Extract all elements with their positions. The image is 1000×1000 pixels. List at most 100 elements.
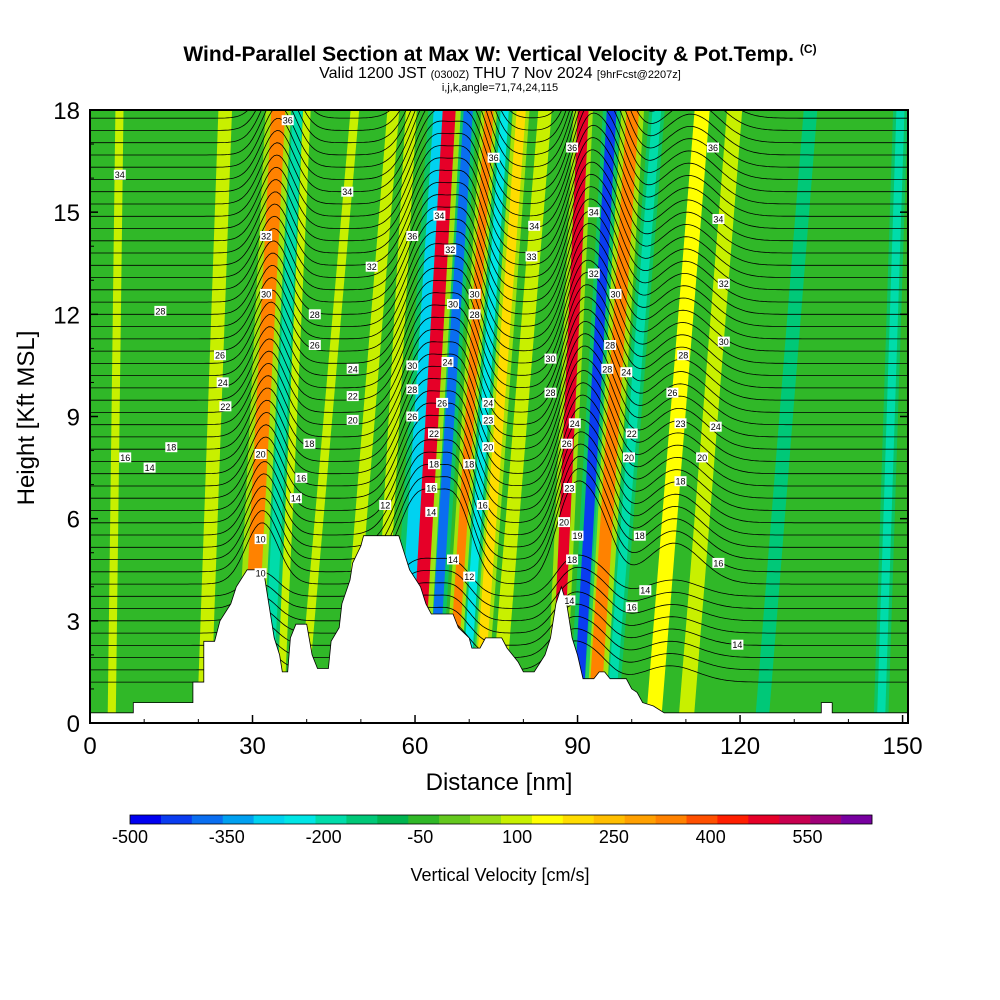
contour-label-bg-15	[165, 442, 178, 453]
contour-label-bg-69	[639, 585, 652, 596]
theta-contour-12	[90, 431, 908, 536]
contour-label-bg-80	[674, 476, 687, 487]
y-tick-label-3: 9	[67, 405, 80, 432]
y-tick-label-2: 6	[67, 507, 80, 534]
contour-label-bg-53	[587, 207, 600, 218]
contour-label-51: 28	[545, 388, 555, 398]
colorbar-swatch-22	[810, 815, 842, 824]
contour-label-bg-61	[563, 483, 576, 493]
w-band-9	[408, 110, 456, 723]
colorbar-tick-label-7: 550	[792, 827, 822, 847]
contour-label-bg-30	[468, 309, 481, 320]
contour-label-bg-41	[463, 571, 476, 582]
contour-label-bg-47	[487, 152, 500, 163]
w-band-15	[550, 110, 589, 723]
theta-contour-31	[90, 198, 908, 303]
contour-label-bg-78	[709, 421, 722, 432]
contour-label-68: 18	[635, 531, 645, 541]
contour-label-bg-34	[441, 357, 454, 367]
contour-label-bg-39	[425, 506, 438, 517]
theta-contour-28	[90, 235, 908, 340]
contour-label-bg-22	[379, 500, 392, 510]
colorbar-tick-label-4: 100	[502, 827, 532, 847]
contour-label-73: 32	[719, 279, 729, 289]
contour-label-bg-60	[560, 438, 573, 449]
contour-label-bg-37	[428, 459, 440, 470]
w-band-16	[572, 110, 617, 723]
colorbar-tick-label-5: 250	[599, 827, 629, 847]
theta-contour-43	[90, 110, 908, 156]
contour-label-bg-4	[260, 231, 273, 241]
theta-contour-33	[90, 173, 908, 278]
theta-contour-30	[90, 210, 908, 315]
contour-label-75: 28	[678, 351, 688, 361]
colorbar-swatch-21	[779, 815, 811, 824]
x-tick-label-5: 150	[883, 733, 923, 760]
contour-label-bg-77	[674, 418, 687, 429]
contour-label-23: 10	[256, 535, 266, 545]
contour-label-15: 18	[166, 443, 176, 453]
contour-label-bg-42	[463, 459, 476, 470]
w-band-5	[296, 110, 360, 723]
section-params: i,j,k,angle=71,74,24,115	[441, 82, 559, 94]
contour-label-16: 20	[256, 450, 266, 460]
colorbar-swatch-12	[501, 815, 533, 824]
contour-label-79: 20	[697, 453, 707, 463]
contour-label-50: 30	[545, 354, 555, 364]
contour-label-14: 20	[348, 415, 358, 425]
contour-label-60: 26	[562, 439, 572, 449]
theta-contour-21	[90, 320, 908, 426]
contour-label-bg-75	[677, 350, 690, 361]
contour-label-44: 20	[483, 443, 493, 453]
contour-label-bg-72	[712, 214, 725, 224]
contour-label-bg-59	[568, 418, 581, 429]
colorbar-swatch-19	[717, 815, 749, 824]
theta-contour-7	[90, 554, 908, 597]
colorbar-label: Vertical Velocity [cm/s]	[410, 865, 589, 885]
contour-label-bg-11	[346, 363, 359, 374]
contour-label-49: 33	[526, 252, 536, 262]
contour-label-bg-68	[633, 530, 646, 541]
copyright-mark: (C)	[799, 42, 817, 56]
contour-label-bg-52	[566, 142, 579, 153]
contour-label-bg-40	[447, 554, 459, 565]
contour-label-45: 23	[483, 415, 493, 425]
contour-label-bg-29	[468, 288, 481, 299]
contour-label-12: 22	[220, 402, 230, 412]
contour-label-bg-70	[625, 602, 638, 613]
contour-label-bg-32	[406, 384, 419, 395]
x-axis: 0 30 60 90 120 150	[83, 715, 923, 760]
contour-label-bg-43	[476, 500, 489, 510]
colorbar-swatch-4	[253, 815, 285, 824]
contour-label-41: 12	[464, 572, 474, 582]
contour-label-bg-16	[254, 449, 267, 459]
contour-label-bg-27	[444, 244, 457, 255]
contour-label-72: 34	[713, 215, 723, 225]
contour-label-bg-71	[707, 142, 719, 153]
contour-label-bg-38	[425, 483, 438, 493]
contour-label-61: 23	[564, 484, 574, 494]
w-band-20	[678, 110, 743, 723]
contour-label-bg-1	[281, 115, 294, 126]
contour-label-80: 18	[675, 477, 685, 487]
w-band-3	[261, 110, 303, 723]
contour-label-bg-74	[717, 336, 730, 347]
colorbar-swatch-23	[841, 815, 873, 824]
contour-label-bg-18	[119, 452, 132, 463]
w-band-14	[489, 110, 552, 723]
contour-label-9: 26	[215, 351, 225, 361]
contour-label-32: 28	[407, 385, 417, 395]
contour-label-52: 36	[567, 143, 577, 153]
colorbar-swatch-3	[222, 815, 254, 824]
contour-label-10: 24	[218, 378, 228, 388]
theta-contour-26	[90, 259, 908, 364]
contour-label-bg-17	[303, 438, 316, 449]
contour-label-bg-64	[566, 554, 579, 565]
colorbar-swatch-6	[315, 815, 347, 824]
theta-contour-19	[90, 345, 908, 450]
contour-label-bg-49	[525, 251, 538, 262]
colorbar-swatch-1	[160, 815, 193, 824]
contour-label-66: 22	[627, 429, 637, 439]
contour-label-35: 26	[437, 398, 447, 408]
